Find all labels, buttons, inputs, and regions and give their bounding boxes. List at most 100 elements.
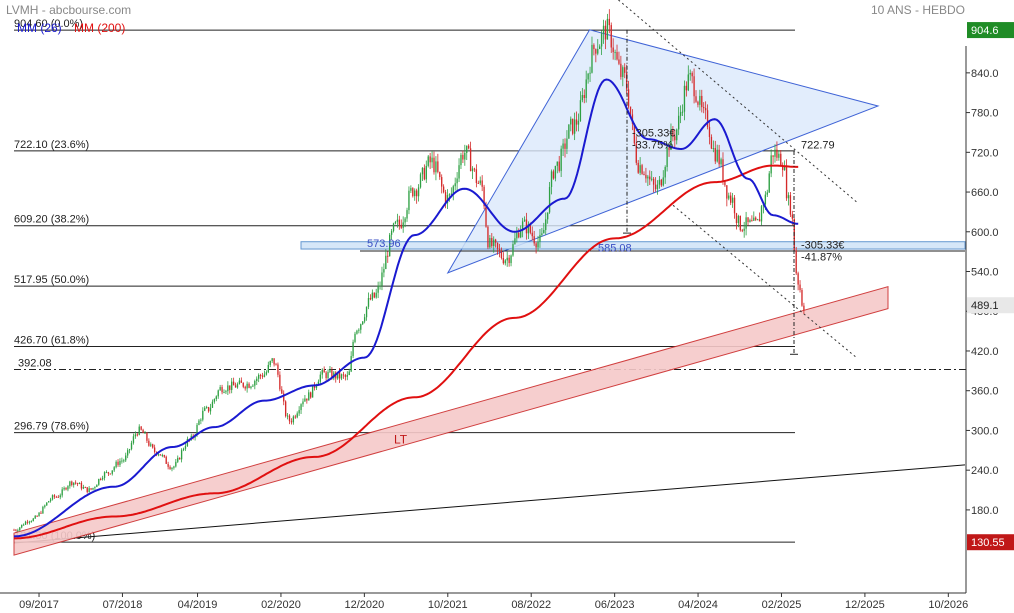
candle — [404, 217, 406, 228]
candle — [394, 220, 397, 225]
candle — [109, 473, 112, 475]
candle — [256, 376, 258, 386]
candle — [385, 249, 387, 270]
candle — [577, 113, 580, 132]
y-tick-label: 600.0 — [971, 227, 999, 239]
candle — [452, 184, 454, 201]
candle — [726, 185, 728, 207]
candle — [523, 216, 526, 222]
candle — [200, 418, 202, 425]
candle — [660, 178, 663, 187]
support-dash-label: 392.08 — [18, 357, 52, 369]
fib-label: 722.10 (23.6%) — [14, 139, 89, 151]
candle — [591, 36, 593, 74]
candle — [271, 357, 273, 363]
candle — [803, 302, 805, 315]
candle — [261, 372, 264, 379]
candle — [614, 49, 616, 61]
x-tick-label: 09/2017 — [19, 599, 59, 611]
candle — [348, 368, 350, 376]
candle — [481, 175, 483, 192]
candle — [215, 395, 217, 402]
candle — [624, 63, 626, 79]
candle — [421, 167, 424, 182]
candle — [575, 111, 578, 132]
candle — [152, 443, 154, 449]
candle — [548, 182, 551, 214]
candle — [770, 149, 772, 178]
candle — [294, 414, 296, 419]
candle — [508, 254, 510, 267]
fib-label: 609.20 (38.2%) — [14, 214, 89, 226]
legend-ma26[interactable]: MM (26) — [17, 21, 62, 35]
candle — [304, 395, 306, 402]
candle — [103, 471, 106, 481]
candle — [672, 126, 674, 142]
candle — [760, 205, 763, 226]
x-tick-label: 04/2019 — [178, 599, 218, 611]
candle — [435, 156, 437, 181]
candle — [150, 442, 152, 448]
candle — [78, 482, 81, 485]
candle — [246, 381, 248, 393]
candle — [371, 289, 374, 301]
candle — [288, 414, 291, 425]
candle — [454, 177, 456, 191]
candle — [787, 192, 790, 206]
candle — [618, 51, 620, 66]
candle — [46, 502, 48, 506]
candle — [737, 214, 740, 228]
candle — [606, 13, 609, 40]
candle — [49, 497, 52, 503]
candle — [298, 406, 300, 416]
candle — [510, 254, 512, 267]
candle — [604, 20, 607, 50]
candle — [17, 528, 19, 532]
candle — [134, 431, 137, 439]
candle — [546, 212, 549, 224]
candle — [369, 294, 372, 301]
candle — [712, 140, 715, 153]
candle — [758, 212, 761, 222]
candle — [319, 371, 322, 385]
candle — [679, 105, 682, 124]
candle — [635, 136, 637, 166]
chart-period[interactable]: 10 ANS - HEBDO — [870, 3, 965, 17]
candle — [589, 66, 591, 83]
legend-ma200[interactable]: MM (200) — [74, 21, 126, 35]
candle — [221, 384, 223, 395]
candle — [602, 19, 605, 44]
candle — [242, 382, 244, 389]
candle — [412, 187, 414, 198]
candle — [593, 43, 595, 56]
candle — [587, 72, 589, 84]
candle — [745, 211, 747, 236]
candle — [73, 482, 75, 488]
candle — [398, 215, 400, 230]
candle — [724, 181, 726, 187]
candle — [789, 192, 792, 217]
y-tick-label: 720.0 — [971, 147, 999, 159]
candle — [379, 281, 381, 290]
candle — [335, 371, 337, 383]
candle — [225, 389, 227, 395]
candle — [471, 166, 474, 180]
candle — [496, 242, 499, 255]
candle — [28, 520, 31, 525]
candle — [568, 124, 570, 139]
candle — [410, 185, 412, 194]
candle — [367, 292, 370, 310]
candle — [123, 458, 125, 463]
candle — [753, 211, 755, 221]
candle — [207, 406, 210, 413]
candle — [494, 238, 497, 248]
candle — [161, 453, 164, 458]
legend: MM (26) MM (200) — [17, 21, 134, 35]
candle — [340, 373, 343, 381]
candle — [464, 144, 466, 166]
candle — [610, 22, 612, 53]
candle — [356, 329, 358, 335]
candle — [146, 432, 148, 444]
candle — [552, 169, 555, 180]
